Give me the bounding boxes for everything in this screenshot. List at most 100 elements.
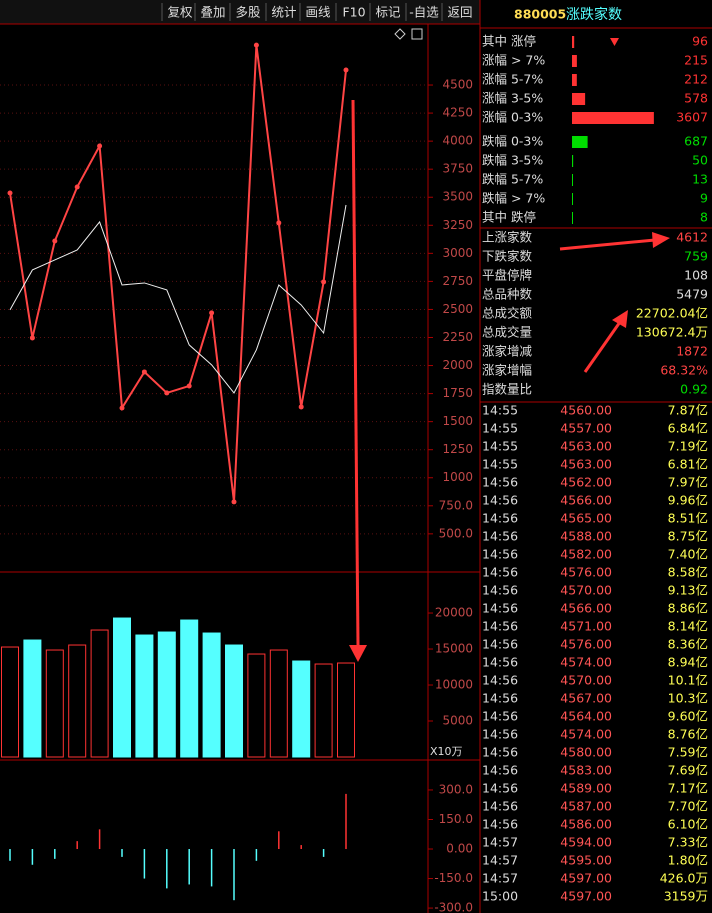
volume-bar [23,639,42,758]
breadth-bar [572,155,574,167]
toolbar-button[interactable]: 统计 [271,5,296,20]
trade-time: 14:56 [482,511,518,526]
volume-bar [90,629,109,758]
y-tick-label: 2000 [442,358,473,372]
trade-price: 4565.00 [560,511,612,526]
trade-time: 14:56 [482,817,518,832]
toolbar-button[interactable]: -自选 [409,5,439,20]
trade-time: 14:55 [482,403,518,418]
trade-price: 4576.00 [560,637,612,652]
volume-bar [247,653,266,758]
y-tick-label: 0.00 [446,842,473,856]
trade-volume: 7.33亿 [668,835,708,850]
trade-volume: 8.36亿 [668,637,708,652]
y-tick-label: 150.0 [439,812,473,826]
y-tick-label: 15000 [435,642,473,656]
stat-label: 平盘停牌 [482,268,532,283]
breadth-label: 跌幅 5-7% [482,172,543,187]
toolbar-button[interactable]: 标记 [375,5,401,20]
trade-time: 14:56 [482,583,518,598]
trade-time: 14:56 [482,709,518,724]
trade-volume: 7.59亿 [668,745,708,760]
trade-price: 4567.00 [560,691,612,706]
trade-time: 14:56 [482,781,518,796]
point [343,67,349,73]
stat-value: 759 [684,249,708,264]
trade-price: 4570.00 [560,673,612,688]
toolbar-button[interactable]: 叠加 [200,5,225,20]
trade-price: 4583.00 [560,763,612,778]
trade-price: 4563.00 [560,457,612,472]
series-line [9,44,347,502]
volume-bar [269,649,288,758]
trade-time: 14:56 [482,799,518,814]
y-tick-label: 2750 [442,274,473,288]
point [97,143,103,149]
trade-time: 14:56 [482,529,518,544]
volume-bar [337,662,355,758]
trade-volume: 8.58亿 [668,565,708,580]
trade-price: 4564.00 [560,709,612,724]
trade-price: 4586.00 [560,817,612,832]
trade-time: 14:57 [482,871,518,886]
trade-time: 14:56 [482,547,518,562]
breadth-label: 涨幅 0-3% [482,110,543,125]
trade-price: 4574.00 [560,727,612,742]
trade-price: 4557.00 [560,421,612,436]
trade-volume: 7.17亿 [668,781,708,796]
toolbar-button[interactable]: 复权 [167,5,193,20]
trade-price: 4563.00 [560,439,612,454]
trade-time: 14:55 [482,457,518,472]
toolbar-button[interactable]: 多股 [235,5,261,20]
volume-bar [292,660,311,758]
trade-time: 14:56 [482,673,518,688]
toolbar-button[interactable]: F10 [342,5,365,20]
trade-time: 14:56 [482,619,518,634]
y-tick-label: 4250 [442,106,473,120]
breadth-label: 跌幅 0-3% [482,134,543,149]
y-tick-label: 1750 [442,386,473,400]
toolbar-button[interactable]: 返回 [447,5,472,20]
trade-volume: 7.70亿 [668,799,708,814]
stat-value: 68.32% [660,363,708,378]
trade-time: 14:55 [482,421,518,436]
toolbar-button[interactable]: 画线 [305,5,331,20]
stat-label: 涨家增幅 [482,363,532,378]
trade-volume: 8.86亿 [668,601,708,616]
unit-label: X10万 [430,745,463,758]
y-tick-label: 500.0 [439,526,473,540]
trade-volume: 9.60亿 [668,709,708,724]
trade-price: 4594.00 [560,835,612,850]
breadth-value: 13 [692,172,708,187]
point [52,238,58,244]
trade-time: 14:56 [482,691,518,706]
arrow-head [349,645,367,662]
y-tick-label: 2500 [442,302,473,316]
y-tick-label: 750.0 [439,498,473,512]
volume-bar [45,649,64,758]
breadth-value: 9 [700,191,708,206]
trade-volume: 10.1亿 [668,673,708,688]
trade-volume: 7.19亿 [668,439,708,454]
stat-value: 130672.4万 [636,325,708,340]
y-tick-label: 1000 [442,470,473,484]
trade-time: 14:56 [482,745,518,760]
trade-price: 4597.00 [560,889,612,904]
trade-volume: 9.96亿 [668,493,708,508]
volume-bar [68,644,87,758]
point [253,42,259,48]
breadth-value: 215 [684,53,708,68]
breadth-label: 涨幅 5-7% [482,72,543,87]
trade-time: 14:56 [482,655,518,670]
icon [394,28,406,40]
breadth-value: 3607 [676,110,708,125]
trade-price: 4576.00 [560,565,612,580]
point [298,404,304,410]
trade-price: 4560.00 [560,403,612,418]
y-tick-label: 3750 [442,162,473,176]
trade-time: 14:57 [482,835,518,850]
breadth-value: 578 [684,91,708,106]
point [276,220,282,226]
volume-bar [135,634,154,758]
stat-label: 总成交额 [482,306,533,321]
